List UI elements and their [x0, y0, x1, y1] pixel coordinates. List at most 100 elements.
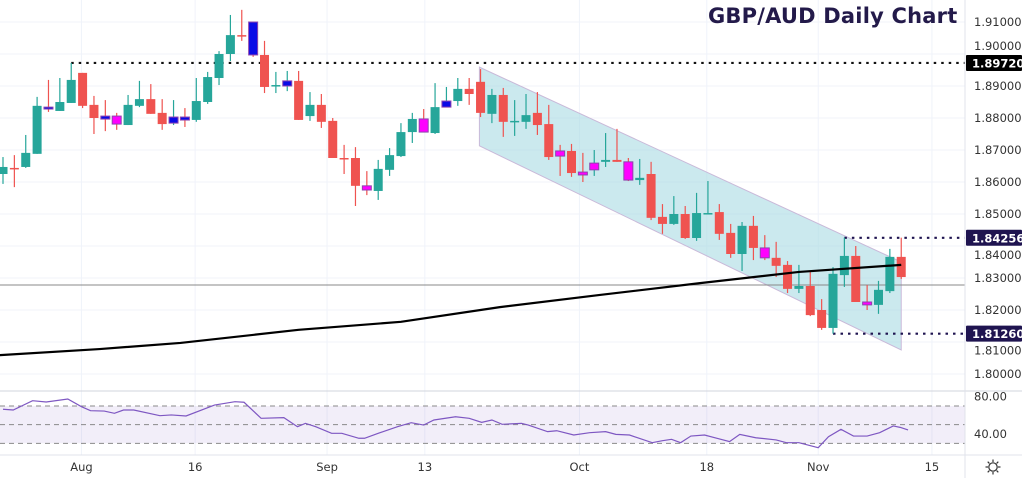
candle-body	[407, 118, 417, 133]
candle	[498, 87, 508, 137]
candle-body	[361, 185, 372, 191]
candle-body	[0, 166, 8, 174]
candle	[623, 158, 634, 182]
candle	[577, 152, 588, 182]
candle-body	[851, 255, 861, 302]
candle-body	[271, 85, 281, 87]
candle-body	[828, 273, 838, 328]
candle	[714, 204, 724, 240]
candle	[100, 100, 111, 132]
gear-icon	[985, 459, 1001, 475]
candle	[316, 94, 326, 128]
price-tick-label: 1.91000	[974, 15, 1022, 29]
candle-body	[21, 152, 31, 167]
candle-body	[544, 124, 554, 158]
candle	[567, 143, 576, 177]
candle	[385, 148, 395, 176]
candle	[203, 71, 213, 104]
candle-body	[737, 225, 747, 254]
time-tick-label: Aug	[70, 460, 92, 474]
candle-body	[759, 247, 770, 259]
candle-body	[294, 80, 304, 120]
candle	[407, 112, 417, 143]
candle-body	[78, 72, 88, 106]
candle	[873, 280, 883, 314]
candle	[794, 264, 804, 294]
settings-button[interactable]	[984, 458, 1002, 476]
candle-body	[589, 162, 600, 171]
candle	[521, 94, 531, 129]
candle	[157, 99, 167, 130]
candle	[134, 80, 144, 108]
horizontal-levels	[0, 61, 965, 335]
candle	[430, 83, 440, 134]
rsi-pane	[0, 390, 1022, 449]
candle	[692, 192, 702, 241]
candle	[612, 128, 622, 162]
candle	[817, 299, 827, 330]
candle-body	[817, 310, 827, 328]
candle	[237, 9, 247, 41]
level-price-label: 1.89720	[972, 56, 1022, 70]
candle-body	[66, 79, 76, 103]
candle-body	[555, 150, 566, 157]
candle	[555, 144, 566, 176]
candle	[123, 94, 133, 126]
candle	[805, 271, 815, 317]
candle	[544, 104, 554, 160]
candle	[271, 71, 281, 94]
time-tick-label: 15	[925, 460, 940, 474]
candle	[476, 69, 486, 118]
candle-body	[510, 120, 520, 123]
price-tick-label: 1.82000	[974, 303, 1022, 317]
candle-body	[111, 115, 122, 125]
price-tick-label: 1.80000	[974, 367, 1022, 381]
candle-body	[726, 232, 736, 254]
candle-body	[191, 101, 201, 120]
candle	[771, 241, 781, 278]
candle	[487, 88, 497, 124]
candle-body	[532, 112, 542, 126]
candle	[191, 78, 201, 122]
candle	[862, 285, 873, 310]
candle	[510, 100, 520, 136]
candle-body	[32, 105, 42, 154]
candle-body	[385, 155, 395, 170]
time-tick-label: 16	[188, 460, 203, 474]
candle	[601, 133, 611, 167]
candle	[839, 237, 849, 287]
chart-title: GBP/AUD Daily Chart	[708, 4, 958, 28]
price-tick-label: 1.90000	[974, 39, 1022, 53]
candle-body	[350, 158, 360, 186]
candle	[361, 171, 372, 196]
candle-body	[862, 301, 873, 306]
candle-body	[225, 35, 235, 54]
candle	[396, 123, 406, 158]
candle-body	[214, 54, 224, 78]
level-price-label: 1.81260	[972, 327, 1022, 341]
candle	[589, 150, 600, 176]
candle-body	[441, 100, 452, 108]
candle-body	[885, 256, 895, 292]
time-tick-label: 13	[418, 460, 433, 474]
candle-body	[55, 102, 65, 111]
candle	[441, 86, 452, 108]
candle	[759, 235, 770, 261]
level-price-label-bg	[966, 229, 1022, 246]
candle	[248, 21, 259, 57]
candle-body	[260, 54, 270, 87]
candle-body	[453, 88, 463, 102]
candle	[32, 96, 42, 154]
moving-average	[0, 263, 902, 357]
candle-body	[43, 106, 54, 110]
candle-body	[714, 212, 724, 234]
price-tick-label: 1.85000	[974, 207, 1022, 221]
candle	[294, 70, 304, 120]
candle	[851, 246, 861, 302]
candle	[282, 70, 293, 92]
candle	[657, 204, 667, 234]
candle	[55, 78, 65, 111]
candle-body	[771, 257, 781, 266]
